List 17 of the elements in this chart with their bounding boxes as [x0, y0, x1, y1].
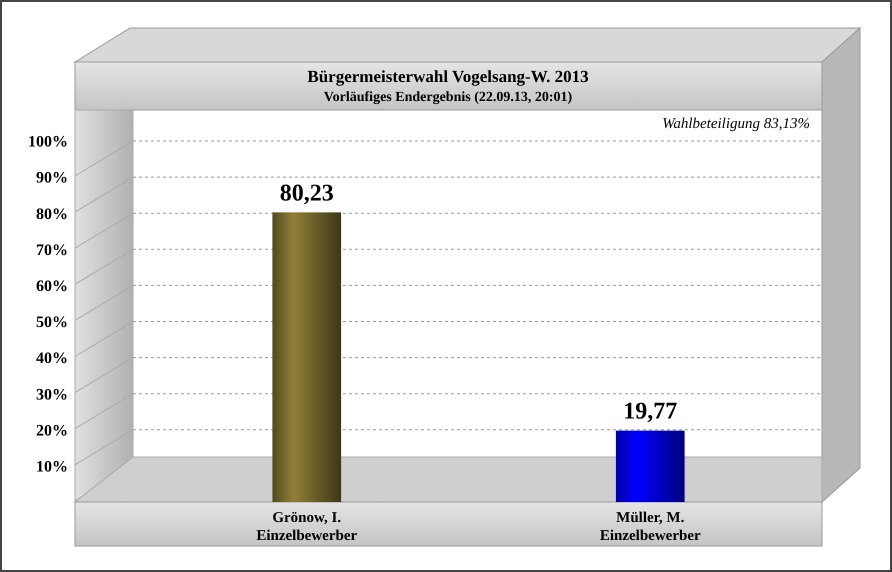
data-label: 19,77	[623, 398, 678, 425]
y-tick-label: 60%	[36, 278, 68, 295]
chart-title: Bürgermeisterwahl Vogelsang-W. 2013	[307, 67, 589, 86]
y-tick-label: 70%	[36, 242, 68, 259]
y-tick-label: 20%	[36, 422, 68, 440]
y-tick-label: 40%	[36, 350, 68, 368]
y-tick-label: 80%	[36, 206, 68, 223]
text: Wahlbeteiligung 83,13%	[662, 116, 810, 132]
x-tick-label: Müller, M. Einzelbewerber	[600, 510, 701, 544]
x-tick-label: Grönow, I. Einzelbewerber	[256, 510, 358, 544]
y-tick-label: 100%	[28, 134, 68, 151]
data-label: 80,23	[280, 180, 334, 206]
y-tick-label: 90%	[36, 170, 68, 187]
y-tick-label: 50%	[36, 314, 68, 332]
y-tick-label: 30%	[36, 386, 68, 404]
y-tick-label: 10%	[36, 458, 68, 476]
chart-subtitle: Vorläufiges Endergebnis (22.09.13, 20:01)	[324, 90, 573, 105]
